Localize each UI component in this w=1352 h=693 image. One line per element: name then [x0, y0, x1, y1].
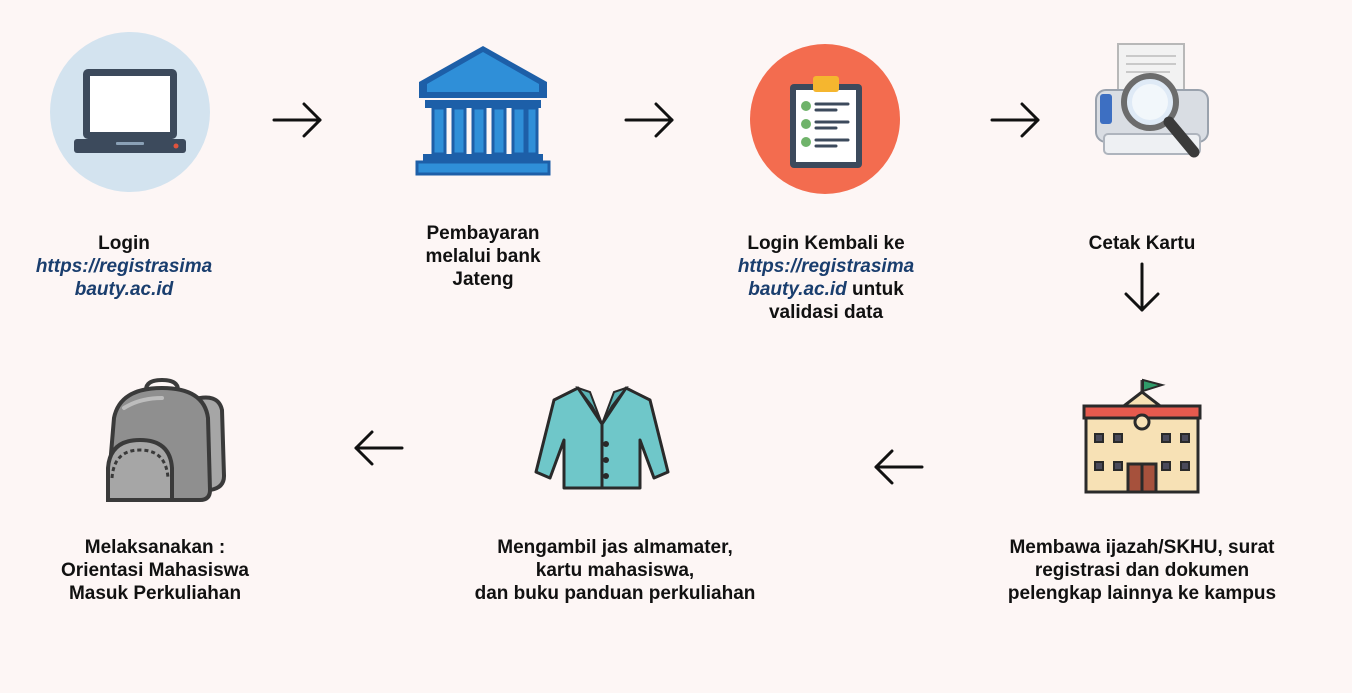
step6-label: Mengambil jas almamater, kartu mahasiswa…	[462, 536, 768, 605]
arrow-right-icon	[990, 100, 1042, 140]
step7-line2: Orientasi Mahasiswa	[61, 560, 249, 581]
arrow-down-icon	[1122, 262, 1162, 314]
clipboard-icon	[750, 44, 900, 194]
school-building-icon	[1082, 378, 1202, 496]
step2-line2: melalui bank	[425, 246, 541, 267]
arrow-left-icon	[352, 428, 404, 468]
arrow-left-icon	[872, 447, 924, 487]
step6-line3: dan buku panduan perkuliahan	[474, 583, 756, 604]
step7-label: Melaksanakan : Orientasi Mahasiswa Masuk…	[45, 536, 265, 605]
arrow-right-icon	[272, 100, 324, 140]
registration-link-again[interactable]: https://registrasima bauty.ac.id	[738, 256, 914, 300]
laptop-icon	[50, 32, 210, 192]
step6-line2: kartu mahasiswa,	[535, 560, 695, 581]
printer-magnifier-icon	[1090, 40, 1220, 170]
step4-title: Cetak Kartu	[1088, 233, 1196, 254]
arrow-right-icon	[624, 100, 676, 140]
registration-link-line2: bauty.ac.id	[74, 279, 174, 300]
jacket-icon	[534, 384, 670, 494]
step5-line2: registrasi dan dokumen	[1034, 560, 1250, 581]
step3-title: Login Kembali ke	[747, 233, 905, 254]
step7-line3: Masuk Perkuliahan	[68, 583, 242, 604]
backpack-icon	[100, 378, 230, 506]
step2-line3: Jateng	[452, 269, 514, 290]
step7-line1: Melaksanakan :	[84, 537, 226, 558]
step5-line1: Membawa ijazah/SKHU, surat	[1009, 537, 1275, 558]
step2-label: Pembayaran melalui bank Jateng	[373, 222, 593, 291]
step5-label: Membawa ijazah/SKHU, surat registrasi da…	[992, 536, 1292, 605]
registration-link-line1: https://registrasima	[35, 256, 213, 277]
registration-link-again-line1: https://registrasima	[737, 256, 915, 277]
step5-line3: pelengkap lainnya ke kampus	[1007, 583, 1277, 604]
step2-line1: Pembayaran	[426, 223, 540, 244]
step1-label: Login https://registrasima bauty.ac.id	[14, 232, 234, 301]
registration-link[interactable]: https://registrasima bauty.ac.id	[14, 255, 234, 301]
step3-after-link: untuk	[846, 279, 904, 300]
step1-title: Login	[98, 233, 150, 254]
step4-label: Cetak Kartu	[1042, 232, 1242, 255]
step6-line1: Mengambil jas almamater,	[497, 537, 733, 558]
registration-link-again-line2: bauty.ac.id	[748, 279, 847, 300]
step3-label: Login Kembali ke https://registrasima bau…	[706, 232, 946, 324]
bank-icon	[415, 42, 551, 178]
step3-line4: validasi data	[768, 302, 884, 323]
